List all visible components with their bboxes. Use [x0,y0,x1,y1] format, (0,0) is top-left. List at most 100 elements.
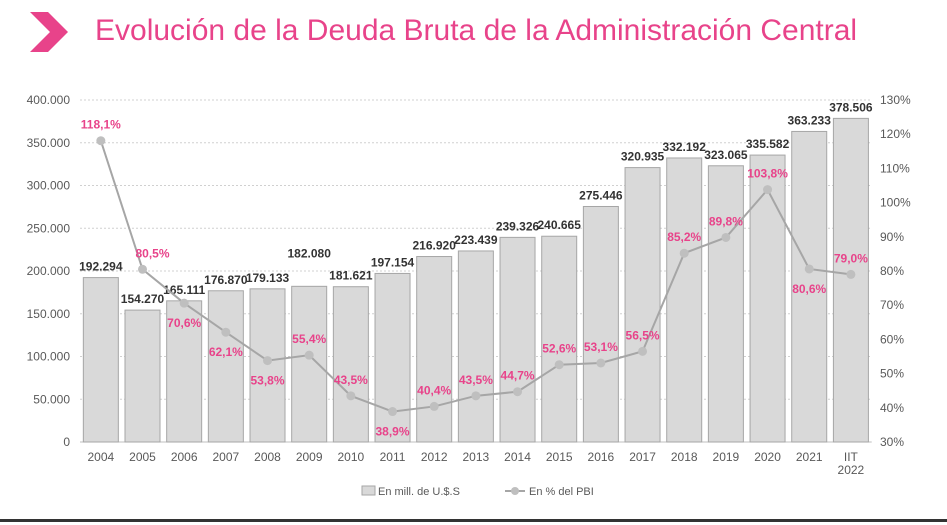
category-label: 2012 [421,450,448,464]
pbi-point [388,407,398,417]
bar [457,250,494,443]
bar-value-label: 332.192 [663,140,707,154]
pbi-point [429,401,439,411]
bar-value-label: 223.439 [454,233,498,247]
category-label: 2010 [338,450,365,464]
bar [582,205,619,443]
bar [207,290,244,443]
pbi-value-label: 56,5% [626,328,660,342]
pbi-value-label: 80,6% [792,282,826,296]
right-tick-label: 120% [880,127,911,141]
category-label: IIT [844,450,859,464]
page-title: Evolución de la Deuda Bruta de la Admini… [95,14,858,47]
bar-value-label: 323.065 [704,148,748,162]
pbi-point [96,136,106,146]
bar-value-label: 239.326 [496,219,540,233]
left-tick-label: 350.000 [27,136,71,150]
left-tick-label: 50.000 [33,392,70,406]
bar [749,154,786,443]
right-tick-label: 40% [880,401,904,415]
category-label: 2019 [713,450,740,464]
bar-value-label: 165.111 [163,283,205,297]
bar [499,236,536,443]
pbi-point [221,327,231,337]
category-label: 2018 [671,450,698,464]
pbi-value-label: 38,9% [376,425,410,439]
pbi-value-label: 79,0% [834,251,868,265]
bar-value-label: 275.446 [579,188,623,202]
category-label: 2004 [87,450,114,464]
category-label: 2014 [504,450,531,464]
bar [624,167,661,443]
category-label: 2007 [212,450,239,464]
category-label: 2022 [838,463,865,477]
bar-value-label: 192.294 [79,260,123,274]
right-tick-label: 130% [880,93,911,107]
bar-value-label: 378.506 [829,100,873,114]
category-label: 2005 [129,450,156,464]
pbi-value-label: 103,8% [747,167,788,181]
bar-value-label: 176.870 [204,273,248,287]
pbi-value-label: 40,4% [417,383,451,397]
pbi-value-label: 89,8% [709,214,743,228]
bar [666,157,703,443]
right-tick-label: 100% [880,196,911,210]
bar-value-label: 320.935 [621,150,665,164]
pbi-value-label: 70,6% [167,316,201,330]
bar-value-label: 363.233 [788,113,832,127]
pbi-value-label: 53,8% [250,374,284,388]
bar [166,300,203,443]
bar [249,288,286,443]
bar-value-label: 182.080 [287,246,331,260]
bar [82,277,119,443]
bar-value-label: 181.621 [329,269,373,283]
divider [0,519,947,522]
bar [124,309,161,443]
pbi-value-label: 85,2% [667,230,701,244]
bar [541,235,578,443]
category-label: 2013 [463,450,490,464]
legend-bar-label: En mill. de U.$.S [378,486,460,498]
pbi-value-label: 80,5% [135,246,169,260]
legend-line-label: En % del PBI [529,486,594,498]
pbi-point [138,264,148,274]
bar [832,117,869,443]
right-tick-label: 50% [880,367,904,381]
pbi-value-label: 53,1% [584,340,618,354]
bar-value-label: 197.154 [371,255,415,269]
bar [707,165,744,443]
category-label: 2015 [546,450,573,464]
pbi-value-label: 44,7% [501,369,535,383]
left-tick-label: 200.000 [27,264,71,278]
right-tick-label: 80% [880,264,904,278]
pbi-point [263,356,273,366]
pbi-point [804,264,814,274]
right-tick-label: 90% [880,230,904,244]
right-tick-label: 70% [880,298,904,312]
pbi-point [846,269,856,279]
pbi-point [304,350,314,360]
right-tick-label: 30% [880,435,904,449]
category-label: 2006 [171,450,198,464]
pbi-point [721,232,731,242]
pbi-point [346,391,356,401]
pbi-point [763,185,773,195]
pbi-value-label: 43,5% [459,373,493,387]
bar [791,130,828,443]
pbi-point [596,358,606,368]
right-tick-label: 60% [880,332,904,346]
left-tick-label: 150.000 [27,307,71,321]
category-label: 2021 [796,450,823,464]
pbi-point [471,391,481,401]
legend-bar-swatch [361,485,376,496]
left-tick-label: 400.000 [27,93,71,107]
category-label: 2011 [380,450,406,464]
left-tick-label: 250.000 [27,221,71,235]
pbi-value-label: 118,1% [81,118,121,132]
bar-value-label: 216.920 [412,239,456,253]
left-tick-label: 0 [63,435,70,449]
chevron-right-icon [30,12,68,52]
bar [416,256,453,443]
category-label: 2020 [754,450,781,464]
